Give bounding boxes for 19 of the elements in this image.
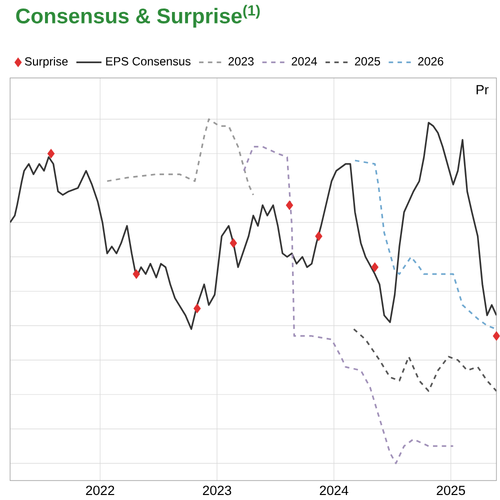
legend-label: 2025 xyxy=(355,57,380,66)
point xyxy=(371,262,379,272)
x-tick-label: 2024 xyxy=(320,486,348,496)
text: Pr xyxy=(476,85,489,94)
legend-label: 2024 xyxy=(292,57,318,66)
point xyxy=(194,304,201,314)
legend-label: EPS Consensus xyxy=(106,57,191,66)
x-tick-label: 2022 xyxy=(86,486,114,496)
chart-title: Consensus & Surprise$^{(1)}$ xyxy=(16,4,260,28)
legend-label: Surprise xyxy=(25,56,68,68)
point xyxy=(132,269,140,279)
x-tick-label: 2025 xyxy=(436,486,466,496)
point xyxy=(286,200,294,210)
x-tick-label: 2023 xyxy=(203,486,232,496)
point xyxy=(230,238,238,248)
legend-label: 2026 xyxy=(418,57,444,66)
point xyxy=(315,231,322,241)
point xyxy=(48,148,55,158)
legend-label: 2023 xyxy=(228,57,254,66)
